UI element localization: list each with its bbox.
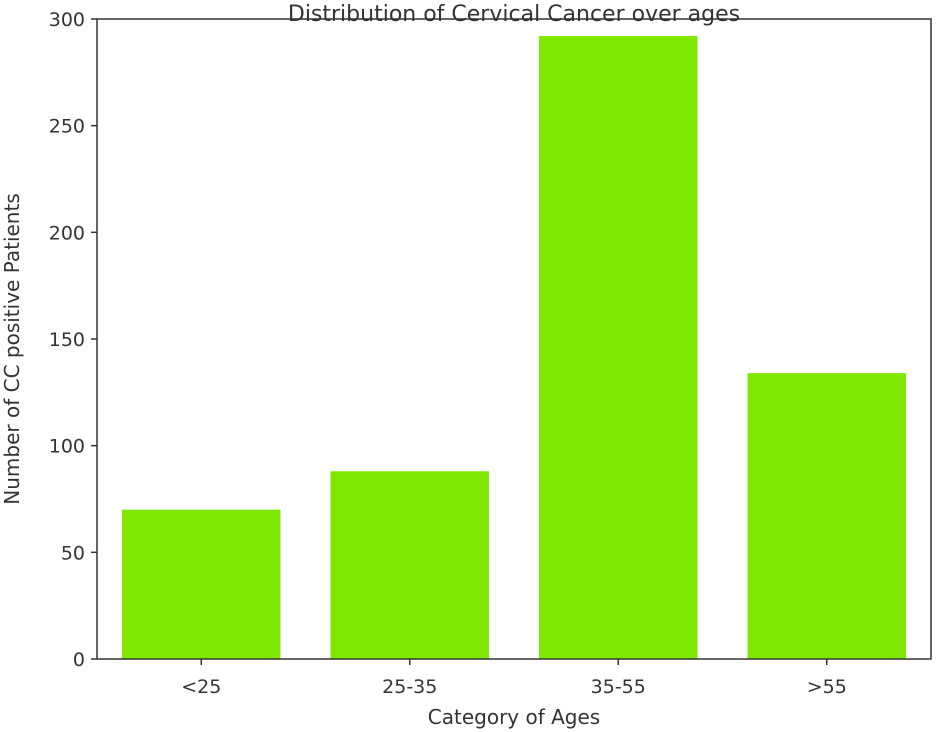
y-tick-label-4: 200 — [49, 222, 85, 244]
x-tick-label-0: <25 — [181, 676, 221, 698]
y-tick-label-3: 150 — [49, 329, 85, 351]
bar-1 — [330, 471, 489, 659]
plot-frame — [96, 18, 932, 660]
chart-title: Distribution of Cervical Cancer over age… — [288, 2, 740, 27]
y-tick-label-2: 100 — [49, 436, 85, 458]
y-tick-label-5: 250 — [49, 116, 85, 138]
y-tick-label-0: 0 — [73, 649, 85, 671]
x-tick-label-2: 35-55 — [591, 676, 646, 698]
bar-2 — [539, 36, 698, 660]
y-axis-label: Number of CC positive Patients — [0, 193, 24, 504]
x-tick-label-1: 25-35 — [382, 676, 437, 698]
y-tick-label-1: 50 — [61, 542, 85, 564]
bar-3 — [747, 373, 906, 659]
x-axis-label: Category of Ages — [428, 705, 600, 729]
y-axis: 0 50 100 150 200 250 300 — [49, 9, 97, 671]
x-tick-label-3: >55 — [807, 676, 847, 698]
bar-0 — [122, 509, 281, 659]
y-tick-label-6: 300 — [49, 9, 85, 31]
bars-group — [122, 36, 906, 660]
x-axis: <25 25-35 35-55 >55 — [181, 659, 847, 698]
